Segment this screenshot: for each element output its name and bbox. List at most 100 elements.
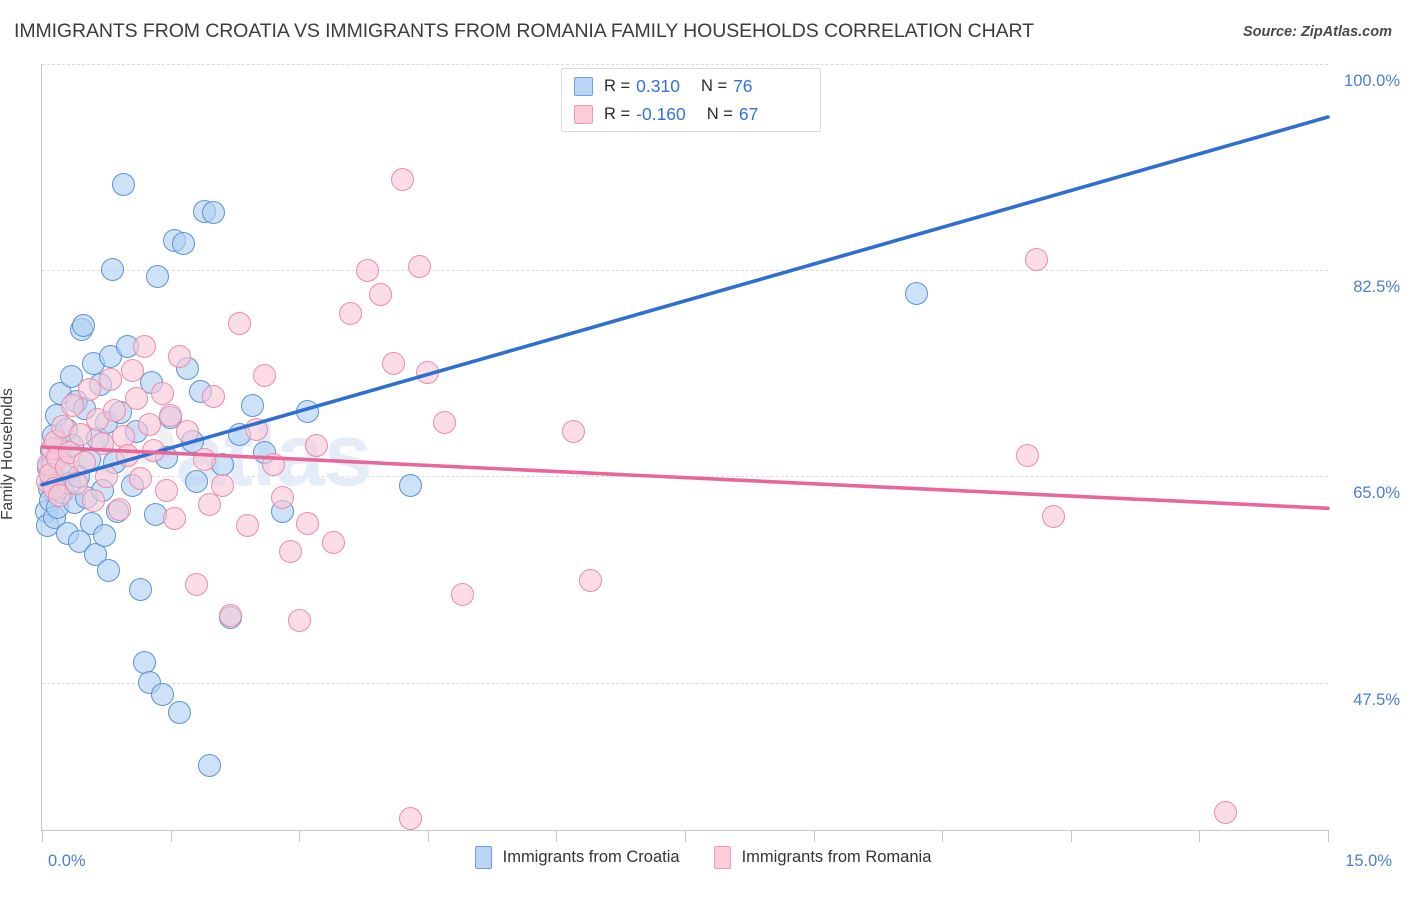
x-tick (42, 831, 43, 842)
scatter-point[interactable] (1025, 248, 1048, 272)
scatter-point[interactable] (77, 377, 101, 401)
scatter-point[interactable] (116, 443, 140, 467)
scatter-point[interactable] (287, 608, 311, 632)
scatter-point[interactable] (369, 283, 393, 307)
scatter-point[interactable] (124, 387, 148, 411)
scatter-point[interactable] (261, 453, 285, 477)
scatter-point[interactable] (240, 394, 264, 418)
plot-area: ZIPatlas (34, 64, 1330, 830)
scatter-point[interactable] (219, 604, 243, 628)
stat-row-croatia: R = 0.310 N = 76 (574, 73, 753, 99)
scatter-point[interactable] (93, 523, 117, 547)
scatter-point[interactable] (81, 488, 105, 512)
scatter-point[interactable] (279, 540, 303, 564)
scatter-point[interactable] (1042, 505, 1066, 529)
croatia-swatch-icon (574, 76, 593, 96)
scatter-point[interactable] (146, 264, 170, 288)
romania-r-value: -0.160 (636, 103, 686, 124)
scatter-point[interactable] (107, 497, 131, 521)
scatter-point[interactable] (120, 358, 144, 382)
romania-n-value: 67 (738, 103, 759, 124)
legend-romania-label: Immigrants from Romania (741, 848, 932, 866)
scatter-point[interactable] (270, 486, 294, 510)
scatter-point[interactable] (416, 361, 440, 385)
scatter-point[interactable] (904, 282, 928, 306)
scatter-point[interactable] (210, 474, 234, 498)
scatter-point[interactable] (201, 200, 225, 224)
series-legend: Immigrants from Croatia Immigrants from … (0, 846, 1406, 869)
croatia-r-value: 0.310 (636, 75, 680, 96)
scatter-point[interactable] (150, 382, 174, 406)
scatter-point[interactable] (227, 311, 251, 335)
scatter-point[interactable] (399, 806, 423, 830)
croatia-n-value: 76 (733, 75, 753, 96)
scatter-point[interactable] (321, 530, 345, 554)
croatia-r-label: R = (604, 76, 631, 95)
scatter-point[interactable] (562, 420, 586, 444)
gridline (42, 682, 1328, 684)
scatter-point[interactable] (201, 384, 225, 408)
scatter-point[interactable] (71, 314, 95, 338)
legend-romania-swatch-icon (713, 846, 731, 869)
x-axis-min-label: 0.0% (48, 852, 86, 870)
scatter-point[interactable] (133, 335, 157, 359)
y-tick-label: 65.0% (1353, 484, 1400, 503)
scatter-point[interactable] (141, 439, 165, 463)
scatter-point[interactable] (296, 512, 320, 536)
scatter-point[interactable] (99, 368, 123, 392)
y-tick-label: 100.0% (1344, 72, 1400, 90)
scatter-point[interactable] (579, 568, 603, 592)
croatia-n-label: N = (700, 76, 728, 95)
scatter-point[interactable] (236, 514, 260, 538)
scatter-point[interactable] (97, 559, 121, 583)
romania-n-label: N = (706, 104, 733, 123)
scatter-point[interactable] (382, 351, 405, 375)
x-tick (170, 831, 172, 842)
scatter-point[interactable] (171, 231, 195, 255)
y-tick-label: 82.5% (1353, 278, 1400, 297)
scatter-point[interactable] (167, 344, 191, 368)
scatter-point[interactable] (111, 172, 135, 196)
scatter-point[interactable] (90, 431, 114, 455)
stat-row-romania: R = -0.160 N = 67 (574, 101, 758, 127)
x-tick (556, 831, 558, 842)
scatter-point[interactable] (94, 464, 118, 488)
legend-item-croatia[interactable]: Immigrants from Croatia (474, 846, 680, 869)
romania-r-label: R = (604, 104, 631, 123)
scatter-point[interactable] (129, 578, 153, 602)
scatter-point[interactable] (356, 258, 380, 282)
x-tick (813, 831, 815, 842)
legend-croatia-label: Immigrants from Croatia (502, 848, 680, 866)
gridline (42, 64, 1328, 65)
y-axis-label: Family Households (0, 388, 16, 520)
legend-item-romania[interactable]: Immigrants from Romania (713, 846, 932, 869)
romania-swatch-icon (574, 104, 593, 124)
scatter-point[interactable] (137, 413, 161, 437)
legend-croatia-swatch-icon (474, 846, 492, 869)
scatter-point[interactable] (244, 417, 268, 441)
scatter-point[interactable] (100, 257, 124, 281)
x-tick (942, 831, 944, 842)
scatter-point[interactable] (399, 474, 423, 498)
scatter-point[interactable] (197, 753, 221, 777)
scatter-point[interactable] (390, 167, 414, 191)
scatter-point[interactable] (184, 573, 208, 597)
scatter-point[interactable] (339, 302, 363, 326)
scatter-point[interactable] (197, 493, 221, 517)
gridline (42, 270, 1328, 272)
page-title: IMMIGRANTS FROM CROATIA VS IMMIGRANTS FR… (14, 20, 1034, 42)
x-tick (1070, 831, 1072, 842)
scatter-point[interactable] (304, 434, 328, 458)
scatter-point[interactable] (163, 507, 187, 531)
scatter-point[interactable] (154, 479, 178, 503)
scatter-point[interactable] (253, 363, 277, 387)
scatter-point[interactable] (1213, 800, 1237, 824)
scatter-point[interactable] (184, 469, 208, 493)
scatter-point[interactable] (167, 700, 191, 724)
scatter-point[interactable] (450, 582, 474, 606)
scatter-point[interactable] (150, 682, 174, 706)
scatter-point[interactable] (433, 410, 457, 434)
scatter-point[interactable] (407, 255, 431, 279)
scatter-point[interactable] (1016, 443, 1040, 467)
x-axis-max-label: 15.0% (1345, 852, 1392, 870)
